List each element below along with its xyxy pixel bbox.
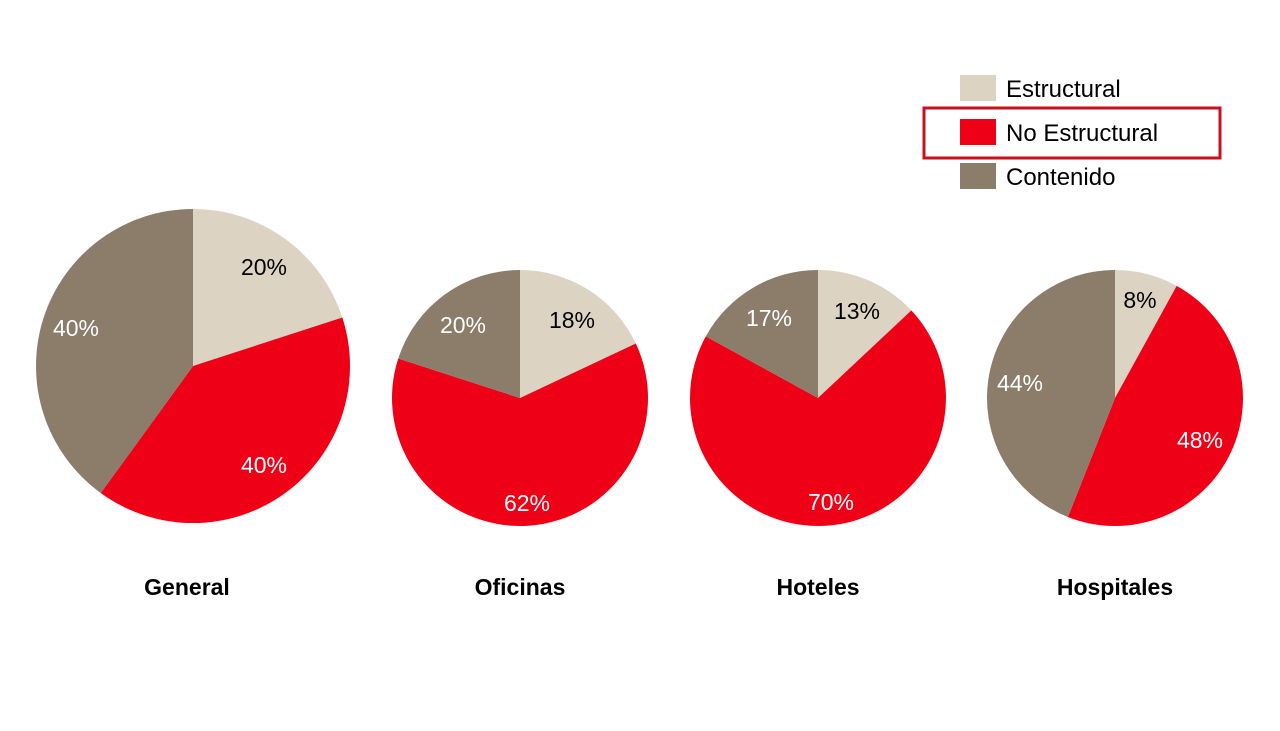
legend: Estructural No Estructural Contenido (922, 75, 1222, 191)
pie-general: 20% 40% 40% General (35, 209, 351, 600)
pie-oficinas: 18% 62% 20% Oficinas (391, 270, 648, 600)
data-label-oficinas-no-estructural: 62% (504, 490, 550, 516)
pie-slice-hospitales-contenido (987, 270, 1115, 518)
legend-label-no-estructural: No Estructural (1006, 120, 1158, 147)
category-label-hoteles: Hoteles (776, 574, 859, 600)
data-label-general-contenido: 40% (53, 315, 99, 341)
data-label-oficinas-estructural: 18% (549, 307, 595, 333)
data-label-hoteles-estructural: 13% (834, 298, 880, 324)
legend-swatch-no-estructural (960, 119, 996, 145)
pie-slice-general-estructural (193, 209, 343, 366)
pie-slice-hospitales-estructural (1115, 270, 1177, 398)
data-label-general-no-estructural: 40% (241, 452, 287, 478)
data-label-general-estructural: 20% (241, 254, 287, 280)
data-label-hospitales-contenido: 44% (997, 370, 1043, 396)
legend-swatch-contenido (960, 163, 996, 189)
category-label-oficinas: Oficinas (475, 574, 566, 600)
pie-slice-hoteles-contenido (705, 270, 818, 398)
pie-slice-hoteles-no-estructural (689, 310, 946, 526)
pie-slice-general-no-estructural (100, 317, 351, 524)
pie-slice-hospitales-no-estructural (1067, 285, 1243, 526)
pie-hoteles: 13% 70% 17% Hoteles (689, 270, 946, 600)
data-label-oficinas-contenido: 20% (440, 312, 486, 338)
pie-slice-oficinas-no-estructural (391, 343, 648, 526)
data-label-hoteles-no-estructural: 70% (808, 489, 854, 515)
category-label-general: General (144, 574, 230, 600)
pie-slice-hoteles-estructural (818, 270, 912, 398)
legend-highlight-box (922, 106, 1222, 160)
pie-slice-general-contenido (35, 209, 193, 494)
pie-slice-oficinas-estructural (520, 270, 636, 398)
category-label-hospitales: Hospitales (1057, 574, 1173, 600)
pie-slice-oficinas-contenido (398, 270, 520, 398)
data-label-hoteles-contenido: 17% (746, 305, 792, 331)
legend-label-estructural: Estructural (1006, 76, 1121, 103)
pie-charts-group: 20%40%40%General18%62%20%Oficinas13%70%1… (35, 209, 1243, 600)
data-label-hospitales-no-estructural: 48% (1177, 427, 1223, 453)
legend-label-contenido: Contenido (1006, 164, 1115, 191)
pie-hospitales: 8% 48% 44% Hospitales (987, 270, 1243, 600)
data-label-hospitales-estructural: 8% (1123, 287, 1156, 313)
legend-swatch-estructural (960, 75, 996, 101)
